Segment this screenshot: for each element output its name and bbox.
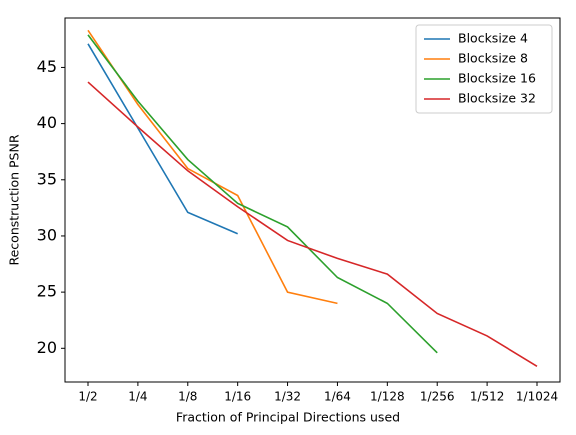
legend-label: Blocksize 32	[458, 91, 536, 106]
y-tick-label: 45	[37, 57, 57, 76]
x-tick-label: 1/128	[370, 390, 405, 404]
y-tick-label: 40	[37, 113, 57, 132]
y-axis-label: Reconstruction PSNR	[7, 134, 22, 265]
series-line	[87, 29, 338, 305]
x-tick-label: 1/16	[224, 390, 251, 404]
legend-box	[415, 24, 553, 114]
x-tick-label: 1/8	[178, 390, 197, 404]
legend-label: Blocksize 4	[458, 31, 528, 46]
x-axis-label: Fraction of Principal Directions used	[176, 410, 400, 425]
legend-label: Blocksize 16	[458, 71, 536, 86]
x-tick-label: 1/256	[420, 390, 455, 404]
plot-frame	[64, 17, 561, 383]
series-line	[87, 43, 238, 235]
y-tick-label: 20	[37, 338, 57, 357]
x-tick-label: 1/64	[324, 390, 351, 404]
series-line	[87, 81, 538, 367]
y-tick-label: 35	[37, 169, 57, 188]
x-tick-label: 1/4	[128, 390, 147, 404]
series-line	[87, 34, 438, 354]
x-tick-label: 1/1024	[516, 390, 558, 404]
x-tick-label: 1/2	[78, 390, 97, 404]
y-tick-label: 30	[37, 225, 57, 244]
x-tick-label: 1/32	[274, 390, 301, 404]
y-tick-label: 25	[37, 282, 57, 301]
legend-label: Blocksize 8	[458, 51, 528, 66]
x-tick-label: 1/512	[470, 390, 505, 404]
